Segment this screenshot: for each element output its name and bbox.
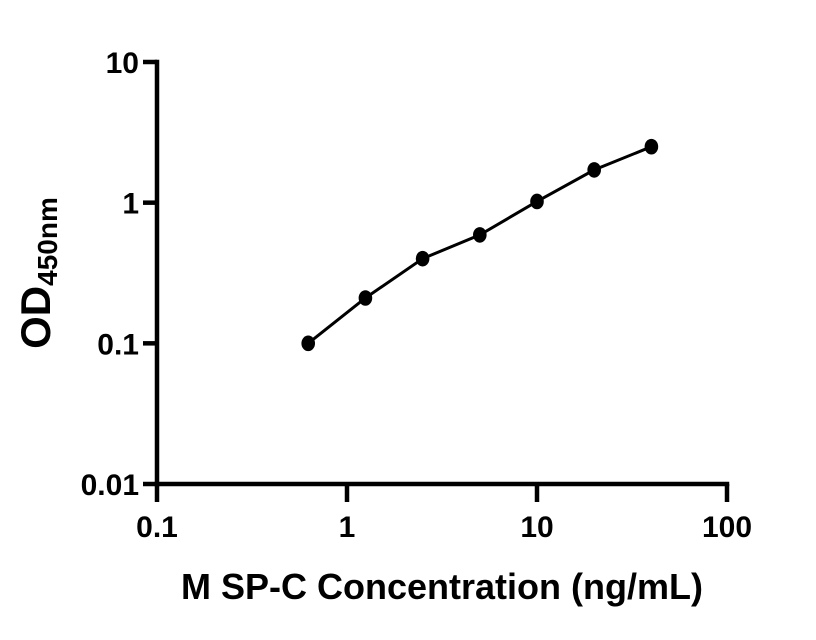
data-point-marker	[530, 193, 544, 210]
data-point-marker	[358, 290, 373, 306]
x-axis-tick-label: 1	[339, 511, 356, 544]
data-series-layer	[301, 138, 659, 352]
y-axis-tick-label: 0.1	[97, 328, 139, 361]
data-point-marker	[644, 138, 659, 155]
y-axis-tick-label: 10	[106, 47, 139, 80]
series-line	[307, 145, 652, 345]
x-axis-tick-label: 10	[520, 511, 553, 544]
x-axis-tick-label: 0.1	[136, 511, 178, 544]
data-point-marker	[473, 227, 487, 243]
y-axis-title: OD450nm	[12, 197, 63, 349]
tick-layer: 10 1 0.1 0.01 0.1 1 10 100	[81, 47, 752, 544]
data-point-marker	[415, 250, 430, 267]
x-axis-title: M SP-C Concentration (ng/mL)	[181, 566, 703, 607]
y-axis-tick-label: 1	[122, 188, 139, 221]
axes-layer	[154, 59, 730, 487]
y-axis-title-main: OD	[12, 286, 59, 349]
data-point-marker	[587, 162, 601, 178]
y-axis-title-subscript: 450nm	[32, 197, 63, 286]
y-axis-tick-label: 0.01	[81, 469, 139, 502]
x-axis-tick-label: 100	[702, 511, 752, 544]
data-point-marker	[301, 335, 316, 352]
